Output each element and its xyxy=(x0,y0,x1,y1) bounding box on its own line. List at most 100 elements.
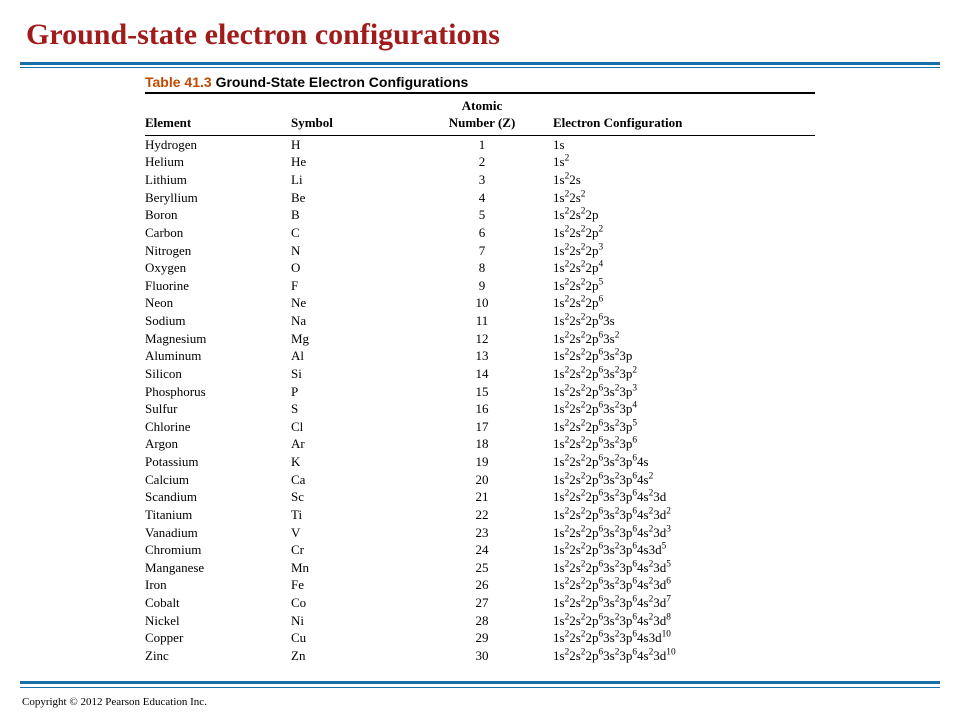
cell-symbol: P xyxy=(291,383,417,401)
table-row: LithiumLi31s22s xyxy=(145,172,815,190)
cell-atomic-number: 26 xyxy=(417,577,553,595)
cell-symbol: Ca xyxy=(291,471,417,489)
cell-element: Chromium xyxy=(145,542,291,560)
cell-config: 1s22s xyxy=(553,172,815,190)
table-caption-title: Ground-State Electron Configurations xyxy=(216,74,469,90)
cell-config: 1s22s22p63s23p64s23d2 xyxy=(553,506,815,524)
table-container: Table 41.3 Ground-State Electron Configu… xyxy=(145,74,815,665)
cell-element: Zinc xyxy=(145,647,291,665)
cell-symbol: Cu xyxy=(291,630,417,648)
cell-element: Nickel xyxy=(145,612,291,630)
divider-top-thick xyxy=(20,62,940,65)
cell-symbol: Na xyxy=(291,313,417,331)
cell-atomic-number: 1 xyxy=(417,136,553,154)
cell-element: Manganese xyxy=(145,559,291,577)
cell-config: 1s22s22p63s23p64s23d7 xyxy=(553,595,815,613)
th-atomic-top: Atomic xyxy=(462,98,502,113)
page-title: Ground-state electron configurations xyxy=(0,0,960,62)
slide: Ground-state electron configurations Tab… xyxy=(0,0,960,720)
cell-element: Scandium xyxy=(145,489,291,507)
cell-config: 1s22s22p6 xyxy=(553,295,815,313)
th-element: Element xyxy=(145,93,291,136)
cell-symbol: N xyxy=(291,242,417,260)
table-row: TitaniumTi221s22s22p63s23p64s23d2 xyxy=(145,506,815,524)
table-row: ArgonAr181s22s22p63s23p6 xyxy=(145,436,815,454)
table-row: ManganeseMn251s22s22p63s23p64s23d5 xyxy=(145,559,815,577)
table-caption-label: Table 41.3 xyxy=(145,74,212,90)
cell-element: Aluminum xyxy=(145,348,291,366)
th-atomic-bottom: Number (Z) xyxy=(449,115,516,130)
cell-symbol: Ti xyxy=(291,506,417,524)
table-row: NeonNe101s22s22p6 xyxy=(145,295,815,313)
table-row: CopperCu291s22s22p63s23p64s3d10 xyxy=(145,630,815,648)
cell-atomic-number: 21 xyxy=(417,489,553,507)
cell-symbol: V xyxy=(291,524,417,542)
cell-element: Lithium xyxy=(145,172,291,190)
cell-config: 1s22s22p63s2 xyxy=(553,330,815,348)
cell-atomic-number: 14 xyxy=(417,365,553,383)
cell-symbol: K xyxy=(291,454,417,472)
cell-config: 1s22s22p63s23p5 xyxy=(553,418,815,436)
cell-config: 1s22s22p63s23p64s23d5 xyxy=(553,559,815,577)
cell-symbol: Li xyxy=(291,172,417,190)
cell-element: Chlorine xyxy=(145,418,291,436)
divider-bottom-thick xyxy=(20,681,940,684)
cell-config: 1s22s22p3 xyxy=(553,242,815,260)
cell-atomic-number: 20 xyxy=(417,471,553,489)
cell-element: Fluorine xyxy=(145,277,291,295)
cell-atomic-number: 15 xyxy=(417,383,553,401)
table-row: NitrogenN71s22s22p3 xyxy=(145,242,815,260)
table-row: BerylliumBe41s22s2 xyxy=(145,189,815,207)
cell-element: Sodium xyxy=(145,313,291,331)
copyright-text: Copyright © 2012 Pearson Education Inc. xyxy=(22,696,207,708)
cell-symbol: Ni xyxy=(291,612,417,630)
cell-config: 1s22s22p63s23p64s xyxy=(553,454,815,472)
table-caption: Table 41.3 Ground-State Electron Configu… xyxy=(145,74,815,90)
cell-atomic-number: 9 xyxy=(417,277,553,295)
cell-config: 1s22s22p63s23p4 xyxy=(553,401,815,419)
cell-config: 1s22s22p63s23p64s2 xyxy=(553,471,815,489)
cell-atomic-number: 24 xyxy=(417,542,553,560)
cell-atomic-number: 25 xyxy=(417,559,553,577)
th-atomic-number: Atomic Number (Z) xyxy=(417,93,553,136)
cell-config: 1s22s22p63s23p64s23d3 xyxy=(553,524,815,542)
cell-atomic-number: 19 xyxy=(417,454,553,472)
table-row: IronFe261s22s22p63s23p64s23d6 xyxy=(145,577,815,595)
cell-atomic-number: 12 xyxy=(417,330,553,348)
cell-element: Potassium xyxy=(145,454,291,472)
table-row: NickelNi281s22s22p63s23p64s23d8 xyxy=(145,612,815,630)
cell-atomic-number: 3 xyxy=(417,172,553,190)
divider-bottom-thin xyxy=(20,687,940,688)
table-row: PhosphorusP151s22s22p63s23p3 xyxy=(145,383,815,401)
cell-atomic-number: 10 xyxy=(417,295,553,313)
electron-config-table: Element Symbol Atomic Number (Z) Electro… xyxy=(145,92,815,665)
cell-config: 1s22s22p5 xyxy=(553,277,815,295)
cell-atomic-number: 8 xyxy=(417,260,553,278)
table-header-row: Element Symbol Atomic Number (Z) Electro… xyxy=(145,93,815,136)
cell-symbol: Si xyxy=(291,365,417,383)
cell-atomic-number: 4 xyxy=(417,189,553,207)
cell-symbol: He xyxy=(291,154,417,172)
cell-config: 1s22s22p4 xyxy=(553,260,815,278)
cell-config: 1s22s22p63s23p64s23d10 xyxy=(553,647,815,665)
th-config: Electron Configuration xyxy=(553,93,815,136)
cell-element: Oxygen xyxy=(145,260,291,278)
cell-atomic-number: 18 xyxy=(417,436,553,454)
cell-config: 1s22s22p63s23p64s23d8 xyxy=(553,612,815,630)
cell-symbol: Co xyxy=(291,595,417,613)
table-row: MagnesiumMg121s22s22p63s2 xyxy=(145,330,815,348)
cell-symbol: Mg xyxy=(291,330,417,348)
table-row: ScandiumSc211s22s22p63s23p64s23d xyxy=(145,489,815,507)
table-row: AluminumAl131s22s22p63s23p xyxy=(145,348,815,366)
cell-atomic-number: 2 xyxy=(417,154,553,172)
cell-config: 1s22s22p63s xyxy=(553,313,815,331)
table-row: SiliconSi141s22s22p63s23p2 xyxy=(145,365,815,383)
cell-symbol: S xyxy=(291,401,417,419)
cell-symbol: Al xyxy=(291,348,417,366)
cell-atomic-number: 13 xyxy=(417,348,553,366)
cell-element: Carbon xyxy=(145,224,291,242)
cell-atomic-number: 6 xyxy=(417,224,553,242)
table-row: PotassiumK191s22s22p63s23p64s xyxy=(145,454,815,472)
table-row: ChlorineCl171s22s22p63s23p5 xyxy=(145,418,815,436)
table-row: VanadiumV231s22s22p63s23p64s23d3 xyxy=(145,524,815,542)
